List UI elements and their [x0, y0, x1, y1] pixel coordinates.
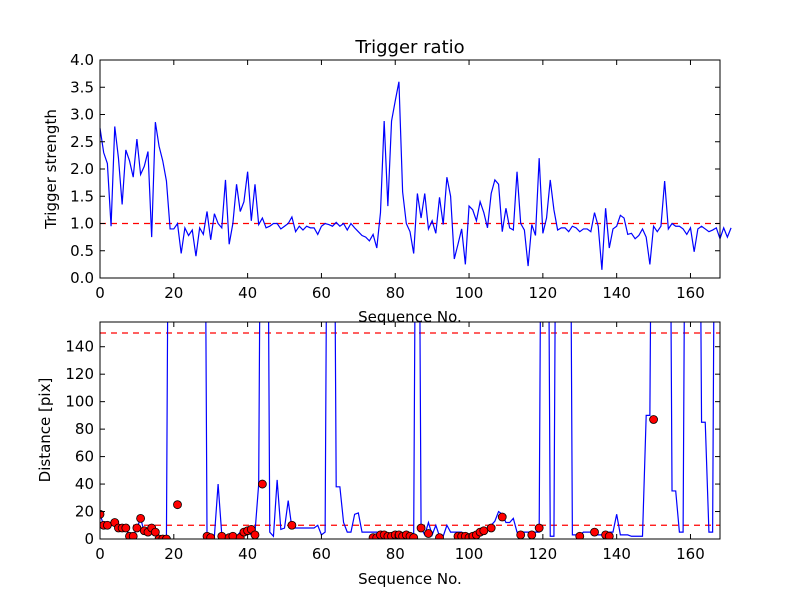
top-chart-y-tick-label: 1.5 — [70, 187, 94, 205]
data-point — [497, 512, 507, 522]
bottom-chart-x-tick-label: 80 — [386, 545, 405, 563]
data-point — [527, 530, 537, 539]
data-point — [250, 530, 260, 539]
bottom-chart-plot — [100, 322, 720, 539]
top-chart-x-label: Sequence No. — [358, 308, 462, 326]
top-chart-y-tick-label: 3.5 — [70, 78, 94, 96]
data-point — [136, 513, 145, 523]
bottom-chart-frame — [99, 321, 721, 540]
bottom-chart-y-tick-label: 120 — [65, 365, 94, 383]
bottom-chart-y-tick-label: 40 — [75, 475, 94, 493]
top-chart-x-tick-label: 0 — [95, 284, 105, 302]
data-point — [486, 523, 496, 533]
bottom-chart-x-label: Sequence No. — [358, 570, 462, 588]
top-chart-y-tick-label: 3.0 — [70, 106, 94, 124]
bottom-chart-x-tick-label: 20 — [164, 545, 183, 563]
top-chart-x-tick-label: 120 — [529, 284, 558, 302]
top-chart-plot — [99, 81, 732, 270]
data-point — [173, 500, 182, 510]
data-point — [257, 479, 267, 489]
bottom-chart-x-tick-label: 0 — [95, 545, 105, 563]
bottom-chart-x-tick-label: 160 — [676, 545, 705, 563]
top-chart-x-tick-label: 80 — [386, 284, 405, 302]
data-point — [479, 526, 489, 536]
data-point — [128, 531, 138, 539]
top-chart-x-ticks: 0 20 40 60 80 100 120 140 160 — [95, 60, 705, 302]
top-chart-y-tick-label: 2.5 — [70, 133, 94, 151]
data-point — [516, 530, 526, 539]
bottom-chart-y-tick-label: 140 — [65, 338, 94, 356]
data-point — [132, 523, 142, 533]
data-point — [416, 523, 426, 533]
data-point — [604, 531, 614, 539]
bottom-chart-x-ticks: 0 20 40 60 80 100 120 140 160 — [95, 322, 705, 563]
top-chart-x-tick-label: 40 — [238, 284, 257, 302]
data-point — [534, 523, 544, 533]
top-chart-title: Trigger ratio — [354, 37, 464, 58]
data-point — [424, 529, 433, 538]
data-point — [287, 520, 297, 530]
trigger-strength-line — [99, 81, 732, 270]
bottom-chart-y-ticks: 0 20 40 60 80 100 120 140 — [65, 338, 720, 548]
top-chart-x-tick-label: 100 — [455, 284, 484, 302]
bottom-chart-x-tick-label: 40 — [238, 545, 257, 563]
data-point — [150, 527, 160, 537]
top-chart-x-tick-label: 60 — [312, 284, 331, 302]
top-chart: Trigger ratio 0 20 40 60 80 100 120 140 160 0.00… — [42, 37, 732, 326]
top-chart-frame — [99, 59, 721, 279]
data-point — [409, 533, 419, 539]
top-chart-x-tick-label: 140 — [602, 284, 631, 302]
bottom-chart-x-tick-label: 60 — [312, 545, 331, 563]
bottom-chart-y-tick-label: 80 — [75, 420, 94, 438]
data-point — [590, 527, 599, 537]
top-chart-y-tick-label: 0.5 — [70, 242, 94, 260]
bottom-chart-y-tick-label: 100 — [65, 393, 94, 411]
bottom-chart-y-tick-label: 60 — [75, 448, 94, 466]
top-chart-x-tick-label: 160 — [676, 284, 705, 302]
bottom-chart-x-tick-label: 100 — [455, 545, 484, 563]
bottom-chart-x-tick-label: 140 — [602, 545, 631, 563]
data-point — [649, 415, 658, 424]
top-chart-x-tick-label: 20 — [164, 284, 183, 302]
data-point — [100, 509, 105, 519]
bottom-chart-y-tick-label: 20 — [75, 503, 94, 521]
bottom-chart-y-label: Distance [pix] — [36, 378, 54, 483]
top-chart-y-tick-label: 4.0 — [70, 51, 94, 69]
data-point — [121, 523, 131, 533]
bottom-chart-x-tick-label: 120 — [529, 545, 558, 563]
bottom-chart: 0 20 40 60 80 100 120 140 160 0 20 40 60 80 100 120 140… — [36, 321, 721, 588]
data-point — [206, 533, 216, 539]
distance-line — [100, 322, 715, 539]
top-chart-y-label: Trigger strength — [42, 109, 60, 230]
data-point — [162, 534, 171, 539]
data-point — [575, 531, 585, 539]
data-point — [102, 520, 112, 530]
top-chart-y-tick-label: 1.0 — [70, 215, 94, 233]
bottom-chart-y-tick-label: 0 — [84, 530, 94, 548]
data-point — [435, 533, 444, 539]
top-chart-y-tick-label: 2.0 — [70, 160, 94, 178]
top-chart-y-tick-label: 0.0 — [70, 269, 94, 287]
top-chart-y-ticks: 0.0 0.5 1.0 1.5 2.0 2.5 3.0 3.5 4.0 — [70, 51, 720, 287]
